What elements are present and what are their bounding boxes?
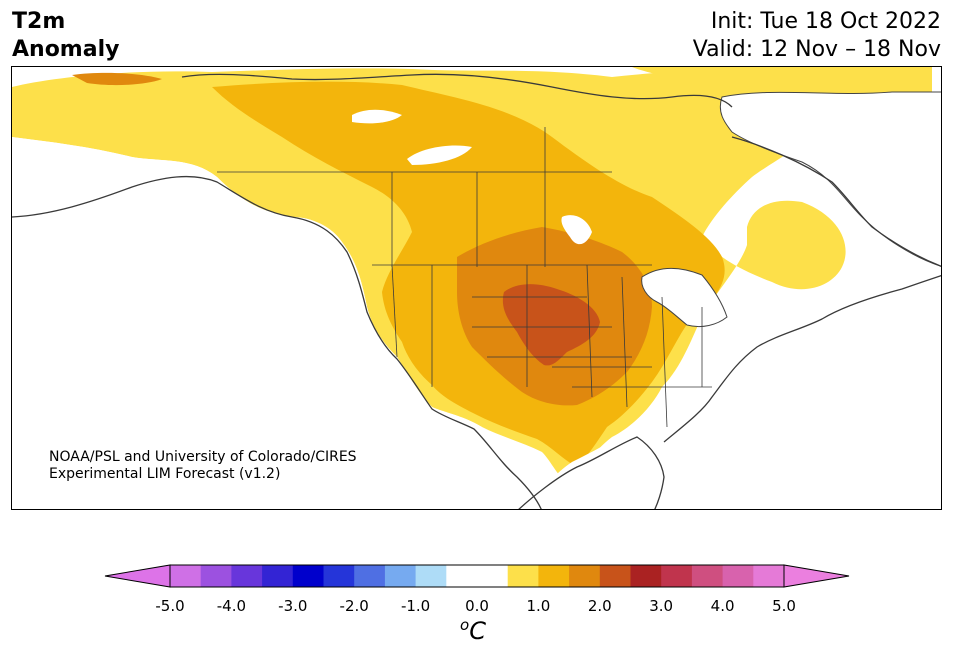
colorbar-border xyxy=(169,564,785,588)
anomaly-region-orange-north xyxy=(72,72,162,86)
title-line-1: T2m xyxy=(12,9,66,34)
colorbar-tick-label: -4.0 xyxy=(216,597,247,615)
lake-patch-2 xyxy=(407,145,472,165)
colorbar-swatch xyxy=(569,565,601,587)
map-canvas xyxy=(12,67,941,509)
forecast-dates: Init: Tue 18 Oct 2022 Valid: 12 Nov – 18… xyxy=(693,8,941,64)
colorbar-tick-label: -3.0 xyxy=(278,597,308,615)
colorbar-swatch xyxy=(323,565,355,587)
credit-line-2: Experimental LIM Forecast (v1.2) xyxy=(49,466,281,482)
colorbar-swatch xyxy=(691,565,724,587)
colorbar-swatches xyxy=(104,564,850,588)
colorbar-swatch xyxy=(753,565,785,587)
colorbar-swatch xyxy=(200,565,232,587)
colorbar-tick-label: 4.0 xyxy=(710,597,735,615)
anomaly-map xyxy=(11,66,942,510)
valid-range: Valid: 12 Nov – 18 Nov xyxy=(692,37,941,62)
colorbar-tick-label: -2.0 xyxy=(339,597,369,615)
unit-prefix: o xyxy=(460,616,470,634)
credit-line-1: NOAA/PSL and University of Colorado/CIRE… xyxy=(49,449,357,465)
colorbar-tick-label: 0.0 xyxy=(465,597,489,615)
colorbar-swatch xyxy=(170,565,202,587)
pacific-ocean xyxy=(12,137,492,509)
colorbar-swatch xyxy=(262,565,294,587)
colorbar-swatch xyxy=(446,565,478,587)
lake-patch-1 xyxy=(352,109,402,124)
colorbar-swatch xyxy=(599,565,631,587)
colorbar-swatch xyxy=(384,565,417,587)
colorbar-tick-label: -1.0 xyxy=(400,597,431,615)
colorbar-tick-label: 5.0 xyxy=(772,597,796,615)
colorbar-swatch xyxy=(354,565,386,587)
colorbar-swatch xyxy=(292,565,324,587)
colorbar-swatch xyxy=(507,565,539,587)
forecast-credit: NOAA/PSL and University of Colorado/CIRE… xyxy=(49,449,357,483)
unit-label: oC xyxy=(460,616,486,645)
gulf-of-mexico xyxy=(532,427,662,509)
unit-main: C xyxy=(469,617,486,645)
title-line-2: Anomaly xyxy=(12,37,120,62)
lake-patch-3 xyxy=(561,215,592,245)
init-date: Init: Tue 18 Oct 2022 xyxy=(710,9,941,34)
colorbar-swatch xyxy=(538,565,570,587)
great-lakes xyxy=(641,267,728,328)
map-title: T2m Anomaly xyxy=(12,8,119,64)
colorbar xyxy=(104,564,850,594)
colorbar-tick-label: 2.0 xyxy=(587,597,612,615)
atlantic-ocean xyxy=(655,277,941,509)
colorbar-tick-label: -5.0 xyxy=(155,597,185,615)
colorbar-under-triangle xyxy=(104,564,171,588)
hudson-bay xyxy=(719,91,941,267)
coastlines xyxy=(12,73,941,509)
colorbar-swatch xyxy=(661,565,693,587)
colorbar-swatch xyxy=(630,565,662,587)
colorbar-tick-label: 3.0 xyxy=(649,597,674,615)
colorbar-swatch xyxy=(415,565,447,587)
colorbar-swatch xyxy=(477,565,509,587)
colorbar-tick-label: 1.0 xyxy=(526,597,551,615)
colorbar-swatch xyxy=(231,565,263,587)
political-borders xyxy=(217,127,712,428)
colorbar-swatch xyxy=(722,565,754,587)
colorbar-over-triangle xyxy=(783,564,850,588)
